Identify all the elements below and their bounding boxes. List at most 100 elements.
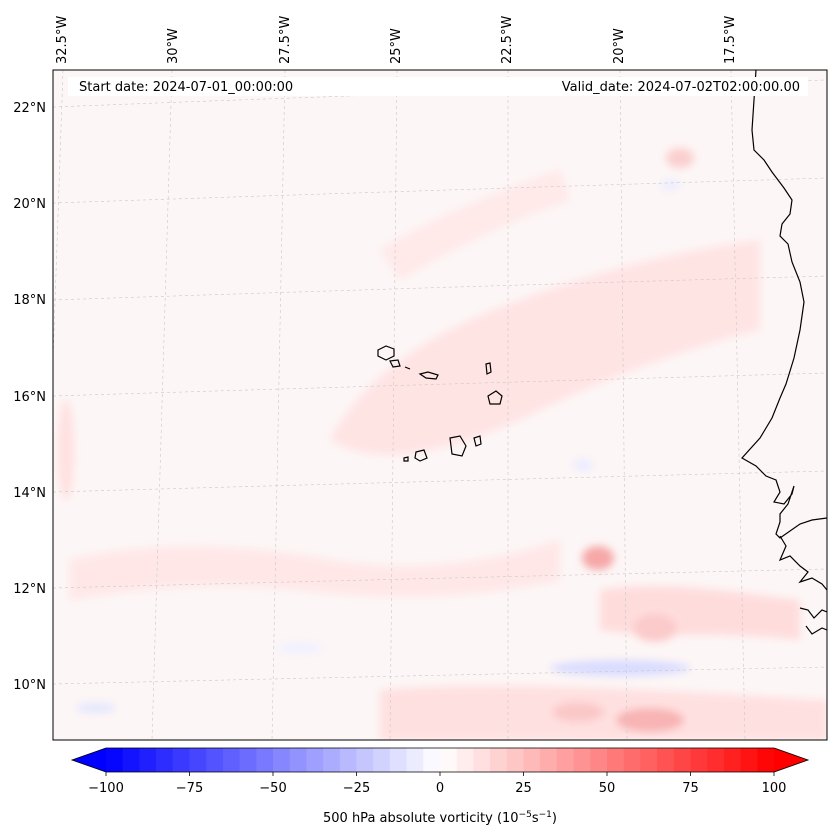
lon-label: 20°W bbox=[612, 28, 627, 64]
colorbar-label-exponent-2: −1 bbox=[539, 810, 552, 820]
colorbar-segment bbox=[106, 748, 124, 772]
colorbar-segment bbox=[673, 748, 692, 772]
colorbar-segments bbox=[106, 748, 775, 772]
lon-label: 25°W bbox=[389, 28, 404, 64]
start-date-label: Start date: 2024-07-01_00:00:00 bbox=[79, 80, 293, 95]
coastlines bbox=[377, 70, 827, 635]
island-santiago bbox=[449, 435, 467, 457]
island-fogo bbox=[414, 449, 428, 462]
lat-label: 22°N bbox=[13, 101, 46, 116]
colorbar-segment bbox=[122, 748, 140, 772]
colorbar-tick-label: −100 bbox=[88, 781, 124, 796]
island-sao-vicente bbox=[389, 359, 401, 368]
island-brava bbox=[403, 456, 409, 462]
coastline-guinea-bissau bbox=[778, 535, 827, 591]
colorbar-tick-label: −75 bbox=[176, 781, 203, 796]
colorbar-segment bbox=[423, 748, 441, 772]
colorbar-tick-label: −50 bbox=[259, 781, 286, 796]
colorbar-segment bbox=[189, 748, 207, 772]
colorbar-label-exponent-1: −5 bbox=[519, 810, 532, 820]
colorbar-segment bbox=[306, 748, 324, 772]
gridline-lon-20w bbox=[619, 70, 628, 740]
colorbar-label-end: ) bbox=[552, 811, 557, 826]
colorbar-segment bbox=[757, 748, 775, 772]
colorbar-segment bbox=[473, 748, 491, 772]
colorbar-tick-label: 0 bbox=[436, 781, 444, 796]
colorbar-segment bbox=[206, 748, 224, 772]
lat-label: 10°N bbox=[13, 678, 46, 693]
colorbar-segment bbox=[657, 748, 675, 772]
vorticity-max-north bbox=[666, 148, 694, 168]
island-santa-luzia bbox=[404, 366, 411, 370]
colorbar-segment bbox=[523, 748, 541, 772]
gridlines bbox=[53, 70, 827, 740]
gridline-lon-27-5w bbox=[271, 70, 286, 740]
island-santo-antao bbox=[377, 345, 395, 361]
colorbar-segment bbox=[156, 748, 174, 772]
island-sao-nicolau bbox=[418, 371, 439, 380]
colorbar-segment bbox=[690, 748, 708, 772]
colorbar-segment bbox=[356, 748, 374, 772]
colorbar-tick-label: 100 bbox=[762, 781, 787, 796]
vorticity-min-central bbox=[573, 459, 593, 471]
latitude-labels: 22°N 20°N 18°N 16°N 14°N 12°N 10°N bbox=[13, 101, 46, 693]
colorbar-tick-label: 75 bbox=[682, 781, 699, 796]
colorbar-tick-label: −25 bbox=[343, 781, 370, 796]
lon-label: 27.5°W bbox=[278, 16, 293, 64]
colorbar-segment bbox=[740, 748, 758, 772]
colorbar-segment bbox=[172, 748, 191, 772]
colorbar-segment bbox=[506, 748, 525, 772]
colorbar-extend-min bbox=[72, 748, 106, 772]
colorbar-segment bbox=[540, 748, 558, 772]
vorticity-band-west-edge bbox=[58, 400, 74, 500]
gridline-lat-20n bbox=[53, 177, 827, 204]
colorbar-tick-label: 50 bbox=[599, 781, 616, 796]
vorticity-max-12n bbox=[582, 546, 614, 570]
colorbar-segment bbox=[723, 748, 742, 772]
colorbar-tick-marks bbox=[105, 772, 775, 776]
gridline-lon-17-5w bbox=[730, 70, 746, 740]
valid-date-label: Valid_date: 2024-07-02T02:00:00.00 bbox=[562, 80, 800, 95]
vorticity-min-west bbox=[276, 643, 324, 653]
colorbar-segment bbox=[339, 748, 358, 772]
colorbar-segment bbox=[607, 748, 625, 772]
lat-label: 14°N bbox=[13, 486, 46, 501]
map-panel: Start date: 2024-07-01_00:00:00 Valid_da… bbox=[52, 69, 828, 741]
lat-label: 20°N bbox=[13, 197, 46, 212]
colorbar-segment bbox=[640, 748, 658, 772]
gridline-lat-22n bbox=[53, 79, 827, 108]
colorbar-segment bbox=[289, 748, 307, 772]
vorticity-band-south bbox=[70, 540, 560, 600]
colorbar-label: 500 hPa absolute vorticity (10−5s−1) bbox=[323, 810, 557, 826]
island-maio bbox=[473, 435, 482, 447]
map-frame bbox=[52, 69, 828, 741]
colorbar-extend-max bbox=[774, 748, 808, 772]
colorbar-segment bbox=[256, 748, 274, 772]
gridline-lat-12n bbox=[53, 568, 827, 589]
vorticity-max-south bbox=[616, 708, 684, 732]
coastline-bijagos bbox=[799, 607, 827, 635]
lat-label: 16°N bbox=[13, 390, 46, 405]
island-sal bbox=[485, 362, 492, 375]
colorbar-segment bbox=[623, 748, 641, 772]
gridline-lat-10n bbox=[53, 666, 827, 685]
colorbar-segment bbox=[222, 748, 241, 772]
lon-label: 22.5°W bbox=[500, 16, 515, 64]
gridline-lon-25w bbox=[389, 70, 398, 740]
colorbar-segment bbox=[440, 748, 458, 772]
gridline-lat-18n bbox=[53, 275, 827, 301]
vorticity-band-north bbox=[380, 170, 570, 280]
colorbar-segment bbox=[573, 748, 591, 772]
gridline-lat-16n bbox=[53, 372, 827, 397]
lon-label: 30°W bbox=[166, 28, 181, 64]
lon-label: 32.5°W bbox=[55, 16, 70, 64]
gridline-lat-14n bbox=[53, 470, 827, 493]
colorbar-tick-labels: −100 −75 −50 −25 0 25 50 75 100 bbox=[88, 781, 786, 796]
colorbar-segment bbox=[373, 748, 391, 772]
colorbar: −100 −75 −50 −25 0 25 50 75 100 500 hPa … bbox=[70, 747, 810, 826]
colorbar-label-main: 500 hPa absolute vorticity (10 bbox=[323, 811, 519, 826]
colorbar-segment bbox=[556, 748, 575, 772]
vorticity-max-south-2 bbox=[552, 702, 604, 722]
colorbar-segment bbox=[273, 748, 291, 772]
